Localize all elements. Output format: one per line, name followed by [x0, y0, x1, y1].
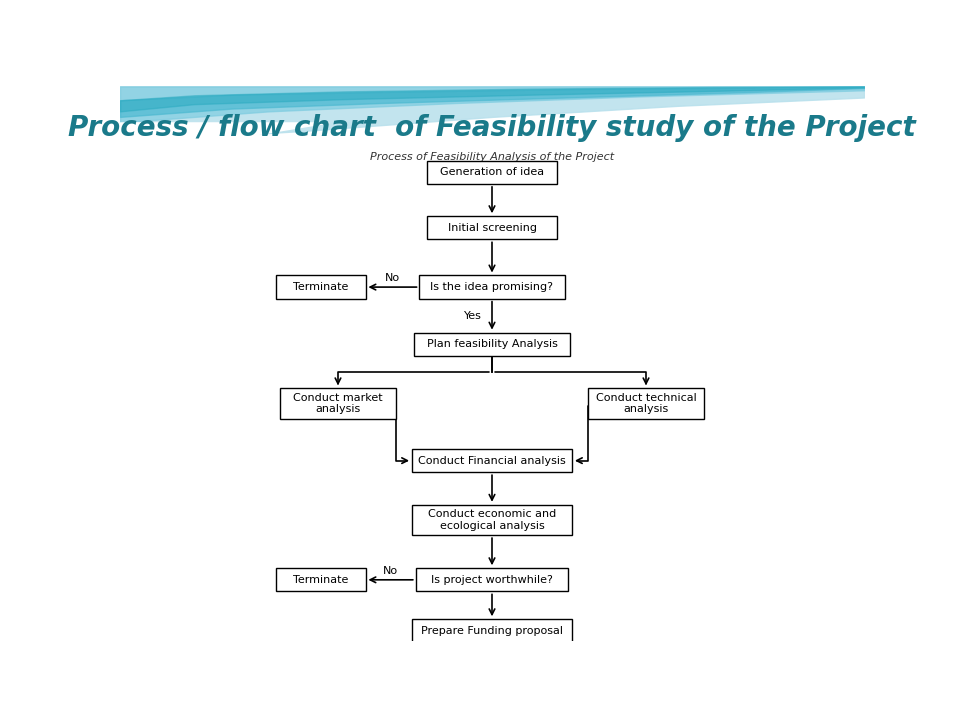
Bar	[588, 388, 704, 419]
Text: Generation of idea: Generation of idea	[440, 167, 544, 177]
Text: Initial screening: Initial screening	[447, 222, 537, 233]
Text: Terminate: Terminate	[293, 575, 348, 585]
Text: Conduct market
analysis: Conduct market analysis	[293, 392, 383, 414]
Text: Is the idea promising?: Is the idea promising?	[430, 282, 554, 292]
Bar	[276, 568, 366, 591]
Bar	[412, 619, 572, 642]
Bar	[420, 276, 564, 299]
Text: Conduct Financial analysis: Conduct Financial analysis	[419, 456, 565, 466]
Text: No: No	[383, 566, 398, 576]
Bar	[416, 568, 568, 591]
Text: Process / flow chart  of Feasibility study of the Project: Process / flow chart of Feasibility stud…	[68, 114, 916, 142]
Text: No: No	[385, 273, 400, 283]
Text: Prepare Funding proposal: Prepare Funding proposal	[421, 626, 563, 636]
Bar	[427, 216, 557, 240]
Text: Process of Feasibility Analysis of the Project: Process of Feasibility Analysis of the P…	[370, 153, 614, 163]
Bar	[414, 333, 570, 356]
Bar	[412, 505, 572, 535]
Text: Plan feasibility Analysis: Plan feasibility Analysis	[426, 339, 558, 349]
Text: Conduct economic and
ecological analysis: Conduct economic and ecological analysis	[428, 509, 556, 531]
Text: Yes: Yes	[465, 310, 482, 320]
Text: Conduct technical
analysis: Conduct technical analysis	[595, 392, 696, 414]
Bar	[427, 161, 557, 184]
Text: Terminate: Terminate	[293, 282, 348, 292]
Bar	[280, 388, 396, 419]
Bar	[276, 276, 366, 299]
Text: Is project worthwhile?: Is project worthwhile?	[431, 575, 553, 585]
Bar	[412, 449, 572, 472]
